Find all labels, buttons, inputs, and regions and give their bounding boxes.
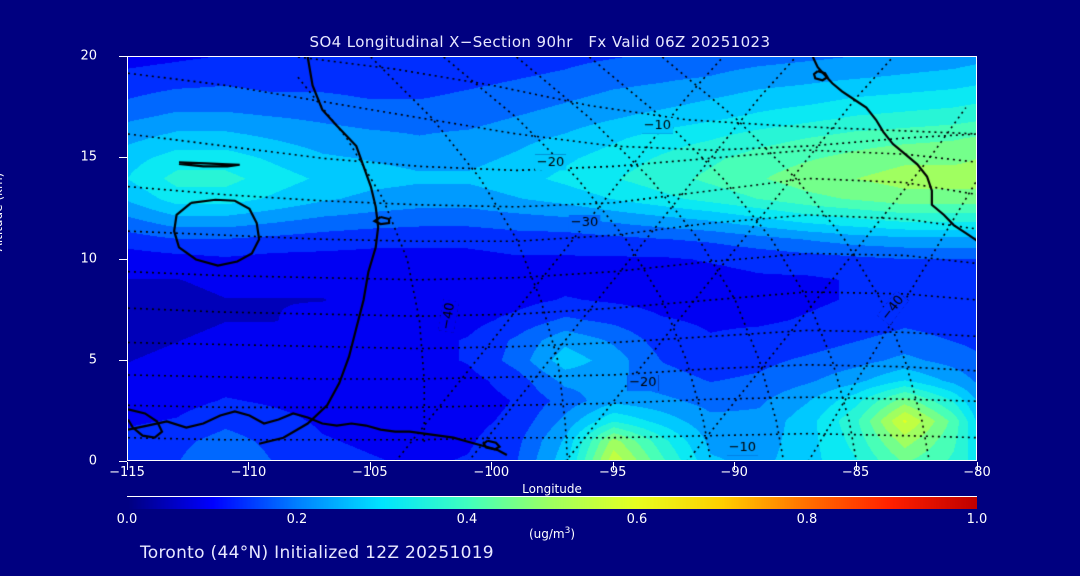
x-tick-label: −90 xyxy=(720,465,748,480)
y-tick-label: 20 xyxy=(80,48,97,64)
page-title: SO4 Longitudinal X−Section 90hr Fx Valid… xyxy=(309,33,771,51)
colorbar-units-text: (ug/m xyxy=(528,527,565,541)
x-tick-label: −115 xyxy=(109,465,145,480)
colorbar-tick-label: 0.0 xyxy=(116,512,138,527)
colorbar-tick-label: 0.2 xyxy=(286,512,308,527)
x-axis-label: Longitude xyxy=(522,482,582,496)
colorbar-tick-label: 0.8 xyxy=(796,512,818,527)
colorbar-units-close: ) xyxy=(570,527,576,541)
x-tick-mark xyxy=(612,462,614,470)
y-tick-label: 10 xyxy=(80,251,97,266)
x-tick-label: −85 xyxy=(841,465,870,480)
colorbar-tick-label: 0.4 xyxy=(456,512,478,527)
x-tick-label: −80 xyxy=(963,465,991,480)
heatmap-canvas[interactable] xyxy=(128,57,976,460)
colorbar-tick-label: 0.6 xyxy=(626,512,648,527)
y-tick-mark xyxy=(119,359,127,361)
plot-area[interactable] xyxy=(127,56,977,461)
x-tick-label: −95 xyxy=(598,465,627,480)
x-tick-mark xyxy=(855,462,857,470)
y-tick-mark xyxy=(119,461,127,462)
y-tick-mark xyxy=(119,56,127,57)
colorbar-units: (ug/m3) xyxy=(127,526,977,541)
x-tick-mark xyxy=(369,462,371,470)
x-tick-mark xyxy=(977,462,978,470)
x-tick-mark xyxy=(248,462,250,470)
figure-caption: Toronto (44°N) Initialized 12Z 20251019 xyxy=(140,543,494,563)
x-tick-label: −105 xyxy=(351,465,388,480)
colorbar[interactable] xyxy=(127,496,977,509)
x-tick-mark xyxy=(491,462,493,470)
x-tick-label: −110 xyxy=(230,465,267,480)
x-tick-mark xyxy=(127,462,128,470)
y-tick-label: 5 xyxy=(88,352,97,368)
x-tick-label: −100 xyxy=(473,465,510,480)
y-tick-label: 0 xyxy=(88,453,97,469)
colorbar-units-exponent: 3 xyxy=(564,526,571,536)
x-tick-mark xyxy=(734,462,736,470)
y-tick-mark xyxy=(119,258,127,260)
colorbar-gradient[interactable] xyxy=(127,496,977,509)
y-tick-mark xyxy=(119,157,127,159)
y-axis-label: Altitude (km) xyxy=(0,172,5,252)
y-tick-label: 15 xyxy=(80,149,97,165)
colorbar-tick-label: 1.0 xyxy=(966,512,988,527)
